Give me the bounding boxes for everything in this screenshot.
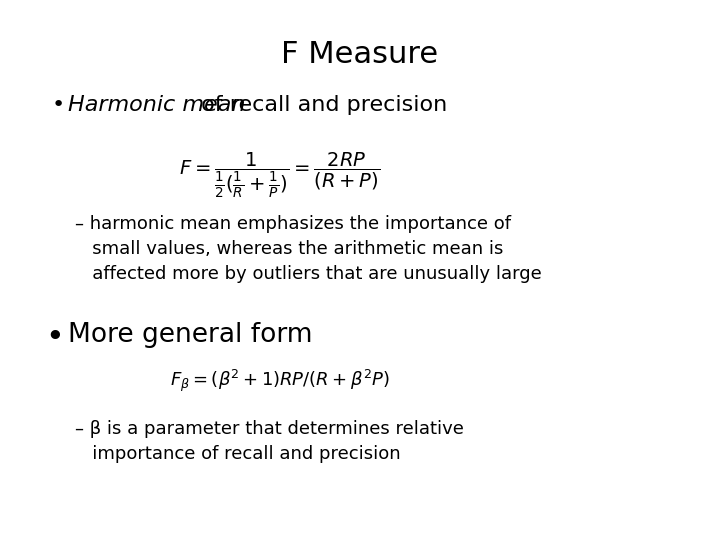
Text: $F_{\beta} = (\beta^2 + 1)RP/(R + \beta^2 P)$: $F_{\beta} = (\beta^2 + 1)RP/(R + \beta^… bbox=[170, 368, 390, 394]
Text: •: • bbox=[45, 322, 64, 353]
Text: •: • bbox=[52, 95, 66, 115]
Text: – β is a parameter that determines relative
   importance of recall and precisio: – β is a parameter that determines relat… bbox=[75, 420, 464, 463]
Text: Harmonic mean: Harmonic mean bbox=[68, 95, 246, 115]
Text: – harmonic mean emphasizes the importance of
   small values, whereas the arithm: – harmonic mean emphasizes the importanc… bbox=[75, 215, 541, 283]
Text: of recall and precision: of recall and precision bbox=[194, 95, 447, 115]
Text: More general form: More general form bbox=[68, 322, 312, 348]
Text: F Measure: F Measure bbox=[282, 40, 438, 69]
Text: $F = \dfrac{1}{\frac{1}{2}(\frac{1}{R}+\frac{1}{P})} = \dfrac{2RP}{(R+P)}$: $F = \dfrac{1}{\frac{1}{2}(\frac{1}{R}+\… bbox=[179, 150, 381, 200]
